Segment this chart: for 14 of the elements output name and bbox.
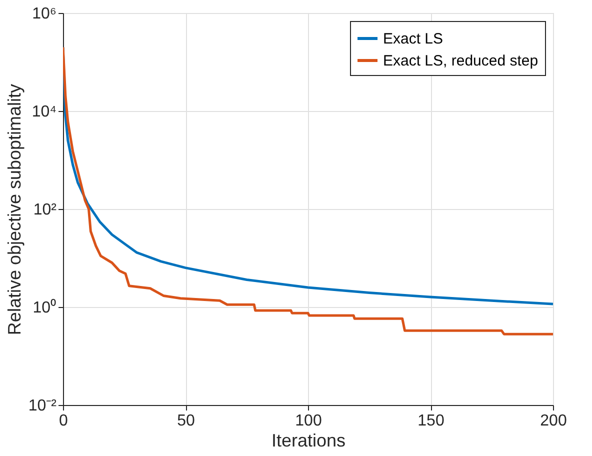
legend-label: Exact LS, reduced step (383, 52, 538, 70)
y-tick-label: 10⁶ (32, 6, 56, 22)
y-tick-label: 10² (33, 202, 58, 218)
x-tick-label: 100 (295, 412, 322, 430)
y-axis-title: Relative objective suboptimality (4, 84, 24, 336)
y-tick-label: 10⁻² (28, 398, 58, 414)
y-tick-label: 10⁴ (32, 104, 57, 120)
legend-label: Exact LS (383, 30, 444, 48)
x-tick-label: 200 (540, 412, 567, 430)
x-axis-title: Iterations (271, 430, 346, 450)
y-tick-label: 10⁰ (32, 298, 56, 316)
x-tick-label: 150 (418, 412, 444, 430)
x-tick-label: 0 (59, 412, 68, 430)
x-tick-label: 50 (177, 412, 195, 430)
